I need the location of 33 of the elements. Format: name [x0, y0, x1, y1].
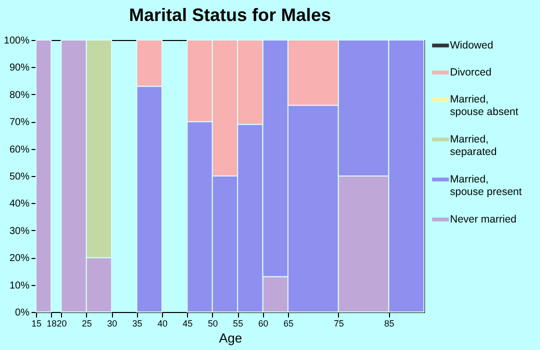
x-tick-label: 45 [182, 318, 193, 328]
x-tick-label: 30 [107, 318, 118, 328]
x-tick-label: 75 [334, 318, 344, 328]
legend-label: Widowed [450, 40, 494, 52]
x-tick-label: 20 [56, 318, 67, 328]
y-tick-label: 60% [9, 144, 30, 156]
x-tick-label: 35 [132, 318, 142, 328]
y-tick-label: 100% [4, 36, 30, 46]
y-tick-label: 20% [9, 253, 30, 264]
y-tick-label: 70% [9, 117, 30, 128]
x-tick-label: 65 [283, 318, 294, 328]
x-tick-label: 15 [31, 318, 42, 328]
y-tick-label: 40% [9, 198, 30, 210]
x-axis-title: Age [218, 330, 242, 346]
chart-title: Marital Status for Males [128, 5, 332, 25]
y-tick-label: 80% [9, 90, 30, 101]
y-tick-label: 30% [9, 226, 30, 237]
x-tick-label: 60 [258, 318, 268, 328]
x-tick-label: 25 [82, 318, 92, 328]
x-tick-label: 40 [157, 318, 168, 328]
x-tick-label: 85 [384, 318, 394, 328]
y-tick-label: 90% [9, 62, 30, 74]
x-tick-label: 55 [233, 318, 244, 328]
x-tick-label: 18 [46, 318, 57, 328]
y-tick-label: 10% [9, 280, 30, 292]
y-tick-label: 50% [9, 172, 30, 182]
legend-label: Divorced [450, 66, 492, 78]
legend-label: Married, spouse absent [450, 94, 518, 118]
legend-label: Married, separated [450, 134, 497, 158]
y-tick-label: 0% [15, 308, 30, 318]
x-tick-label: 50 [208, 318, 218, 328]
legend-label: Never married [450, 214, 517, 226]
text: Married, spouse present [450, 174, 522, 198]
